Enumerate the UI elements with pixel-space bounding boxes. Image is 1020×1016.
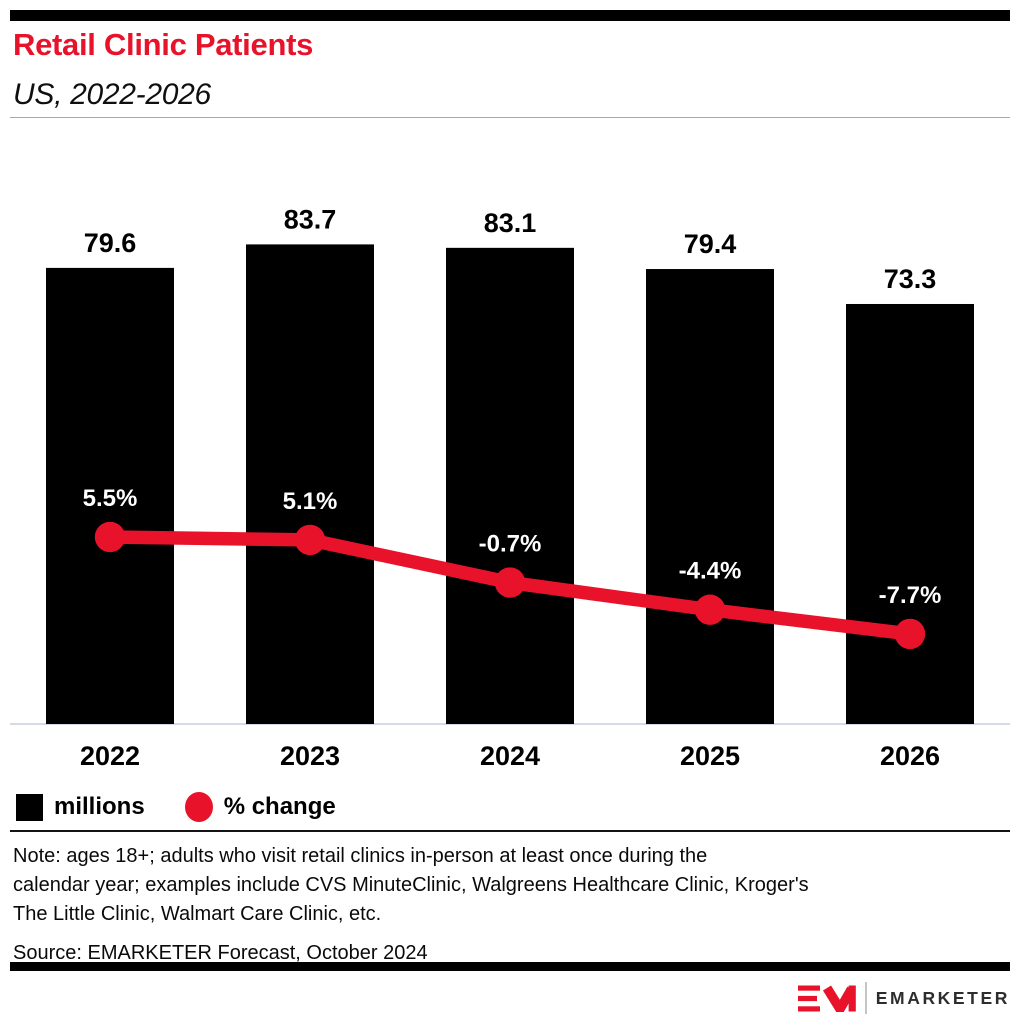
bottom-rule	[10, 962, 1010, 971]
page-subtitle: US, 2022-2026	[13, 78, 211, 111]
pct-change-marker	[694, 594, 726, 625]
footer-divider	[10, 830, 1010, 832]
emarketer-logo-icon	[797, 984, 856, 1012]
brand-footer: EMARKETER	[797, 980, 1010, 1016]
bar-2026	[846, 303, 974, 724]
x-tick-2026: 2026	[880, 741, 940, 771]
bar-2023	[246, 244, 374, 725]
bar-value-label: 83.7	[284, 204, 337, 234]
note-text: Note: ages 18+; adults who visit retail …	[13, 845, 809, 925]
pct-change-label: -4.4%	[679, 558, 742, 585]
pct-change-marker	[494, 567, 526, 598]
pct-change-label: 5.5%	[83, 485, 138, 512]
x-tick-2022: 2022	[80, 741, 140, 771]
pct-change-marker	[94, 521, 126, 553]
bar-value-label: 79.6	[84, 228, 137, 258]
bar-2022	[46, 267, 174, 724]
page-title: Retail Clinic Patients	[13, 27, 314, 62]
logo-divider	[864, 982, 867, 1014]
pct-change-label: -0.7%	[479, 531, 542, 558]
bar-2025	[646, 269, 774, 724]
pct-change-label: -7.7%	[879, 582, 942, 609]
bar-2024	[446, 247, 574, 724]
combo-bar-line-chart: 79.6 83.7 83.1 79.4 73.3 5.5% 5.1% -0.7% -4.4% -7…	[10, 204, 1010, 771]
source-text: Source: EMARKETER Forecast, October 2024	[13, 942, 428, 964]
pct-change-legend-label: % change	[223, 793, 336, 820]
x-tick-2025: 2025	[680, 741, 740, 771]
pct-change-marker	[294, 524, 326, 556]
pct-change-swatch-icon	[184, 792, 213, 822]
x-tick-2023: 2023	[280, 741, 340, 771]
header-divider	[10, 117, 1010, 118]
top-rule	[10, 10, 1010, 21]
millions-swatch-icon	[16, 793, 43, 821]
bar-value-label: 83.1	[484, 208, 537, 238]
x-tick-2024: 2024	[480, 741, 540, 771]
pct-change-marker	[894, 618, 926, 650]
pct-change-label: 5.1%	[283, 488, 338, 515]
bar-value-label: 79.4	[684, 229, 737, 259]
bar-value-label: 73.3	[884, 264, 937, 294]
brand-wordmark: EMARKETER	[875, 987, 1010, 1008]
chart-legend: millions % change	[16, 791, 336, 823]
millions-legend-label: millions	[54, 793, 145, 820]
